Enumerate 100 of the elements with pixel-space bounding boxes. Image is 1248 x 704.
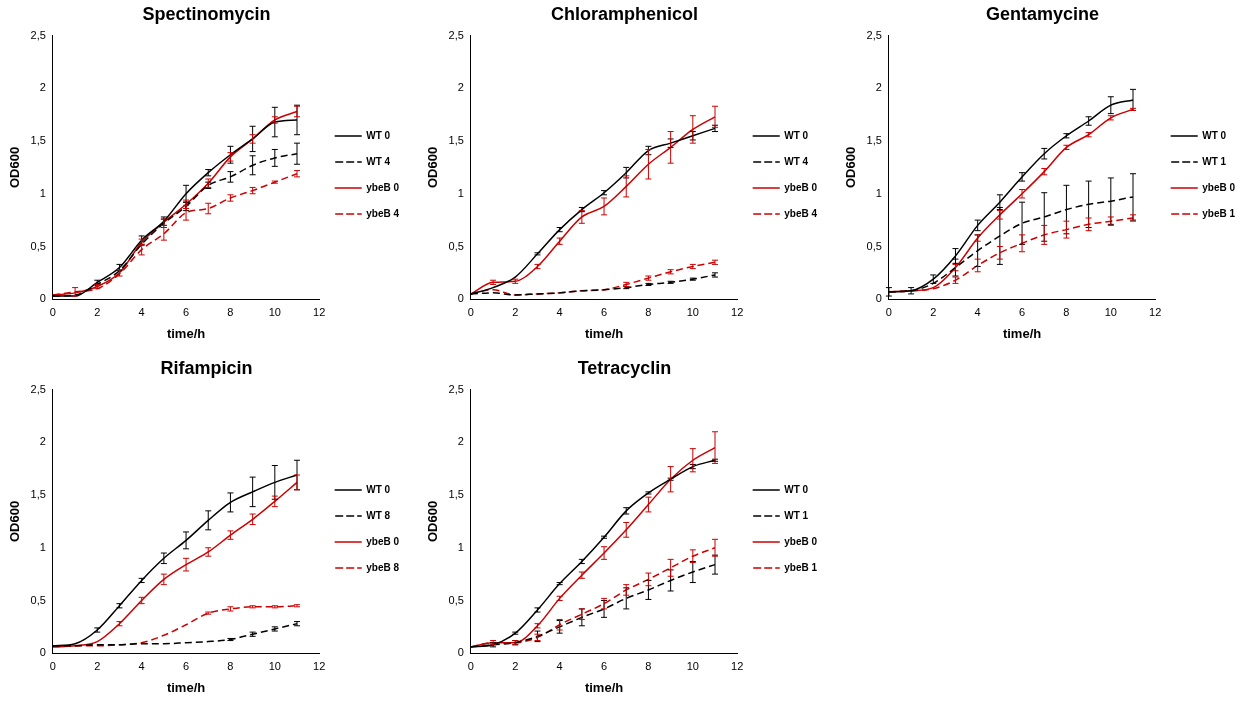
legend-label: WT 1 (1202, 155, 1227, 167)
legend-label: WT 8 (366, 509, 391, 521)
x-tick-label: 10 (1104, 305, 1117, 318)
x-tick-label: 2 (94, 659, 101, 672)
x-tick-label: 6 (182, 305, 190, 318)
x-tick-label: 6 (600, 305, 608, 318)
x-axis-title: time/h (1002, 325, 1042, 341)
y-tick-label: 2,5 (30, 28, 46, 41)
x-tick-label: 8 (227, 305, 234, 318)
legend-label: WT 0 (366, 483, 391, 495)
y-tick-label: 2,5 (30, 382, 46, 395)
y-axis-title: OD600 (425, 500, 441, 542)
x-tick-label: 4 (556, 659, 563, 672)
legend-label: ybeB 4 (366, 207, 400, 219)
x-tick-label: 6 (182, 659, 190, 672)
y-tick-label: 1 (457, 540, 464, 553)
legend-label: ybeB 0 (784, 535, 818, 547)
x-tick-label: 12 (731, 659, 744, 672)
y-tick-label: 0 (39, 646, 46, 659)
x-axis-title: time/h (166, 679, 206, 695)
point (115, 269, 123, 277)
y-tick-label: 1,5 (30, 488, 46, 501)
x-tick-label: 10 (268, 305, 281, 318)
y-axis-title: OD600 (425, 146, 441, 188)
y-tick-label: 2,5 (448, 382, 464, 395)
y-tick-label: 1,5 (30, 134, 46, 147)
x-tick-label: 0 (467, 659, 474, 672)
x-tick-label: 10 (686, 659, 699, 672)
legend-label: WT 1 (784, 509, 809, 521)
chart-title: Rifampicin (160, 357, 253, 378)
y-tick-label: 1 (457, 186, 464, 199)
x-tick-label: 4 (138, 305, 145, 318)
y-tick-label: 1,5 (448, 134, 464, 147)
chart-title: Gentamycine (985, 3, 1100, 24)
x-tick-label: 8 (227, 659, 234, 672)
x-tick-label: 0 (885, 305, 892, 318)
x-tick-label: 4 (974, 305, 981, 318)
y-tick-label: 1 (39, 540, 46, 553)
legend-label: ybeB 1 (784, 561, 818, 573)
y-tick-label: 0,5 (866, 239, 882, 252)
x-tick-label: 0 (467, 305, 474, 318)
x-tick-label: 12 (1149, 305, 1162, 318)
chart-title: Chloramphenicol (550, 3, 699, 24)
chart-title: Tetracyclin (577, 357, 672, 378)
x-axis-title: time/h (166, 325, 206, 341)
legend-label: WT 0 (1202, 129, 1227, 141)
x-tick-label: 10 (686, 305, 699, 318)
x-tick-label: 0 (49, 305, 56, 318)
y-tick-label: 1 (39, 186, 46, 199)
legend-label: ybeB 0 (1202, 181, 1236, 193)
x-tick-label: 2 (94, 305, 101, 318)
legend-label: ybeB 1 (1202, 207, 1236, 219)
y-tick-label: 0,5 (30, 239, 46, 252)
y-tick-label: 0 (457, 646, 464, 659)
legend-label: ybeB 4 (784, 207, 818, 219)
legend-label: ybeB 0 (366, 535, 400, 547)
y-tick-label: 2,5 (448, 28, 464, 41)
x-tick-label: 10 (268, 659, 281, 672)
legend-label: ybeB 0 (784, 181, 818, 193)
y-tick-label: 1,5 (866, 134, 882, 147)
x-tick-label: 8 (1063, 305, 1070, 318)
y-tick-label: 0 (457, 292, 464, 305)
y-tick-label: 0 (875, 292, 882, 305)
y-tick-label: 2 (875, 81, 882, 94)
legend-label: ybeB 0 (366, 181, 400, 193)
legend-label: WT 4 (784, 155, 809, 167)
point (93, 283, 101, 290)
legend-label: WT 0 (784, 129, 809, 141)
y-tick-label: 0 (39, 292, 46, 305)
x-tick-label: 2 (930, 305, 937, 318)
x-tick-label: 8 (645, 305, 652, 318)
y-tick-label: 2 (39, 81, 46, 94)
y-tick-label: 1,5 (448, 488, 464, 501)
legend-label: ybeB 8 (366, 561, 400, 573)
y-axis-title: OD600 (7, 146, 23, 188)
y-axis-title: OD600 (843, 146, 859, 188)
x-tick-label: 8 (645, 659, 652, 672)
y-tick-label: 0,5 (30, 593, 46, 606)
y-tick-label: 0,5 (448, 239, 464, 252)
x-tick-label: 0 (49, 659, 56, 672)
x-tick-label: 12 (731, 305, 744, 318)
legend-label: WT 0 (366, 129, 391, 141)
x-axis-title: time/h (584, 679, 624, 695)
chart-title: Spectinomycin (142, 3, 271, 24)
x-tick-label: 12 (313, 659, 326, 672)
y-tick-label: 0,5 (448, 593, 464, 606)
legend-label: WT 0 (784, 483, 809, 495)
x-tick-label: 4 (138, 659, 145, 672)
y-axis-title: OD600 (7, 500, 23, 542)
x-tick-label: 12 (313, 305, 326, 318)
x-tick-label: 2 (512, 305, 519, 318)
x-axis-title: time/h (584, 325, 624, 341)
x-tick-label: 6 (1018, 305, 1026, 318)
y-tick-label: 2,5 (866, 28, 882, 41)
legend-label: WT 4 (366, 155, 391, 167)
y-tick-label: 2 (457, 435, 464, 448)
y-tick-label: 1 (875, 186, 882, 199)
y-tick-label: 2 (457, 81, 464, 94)
x-tick-label: 2 (512, 659, 519, 672)
x-tick-label: 4 (556, 305, 563, 318)
